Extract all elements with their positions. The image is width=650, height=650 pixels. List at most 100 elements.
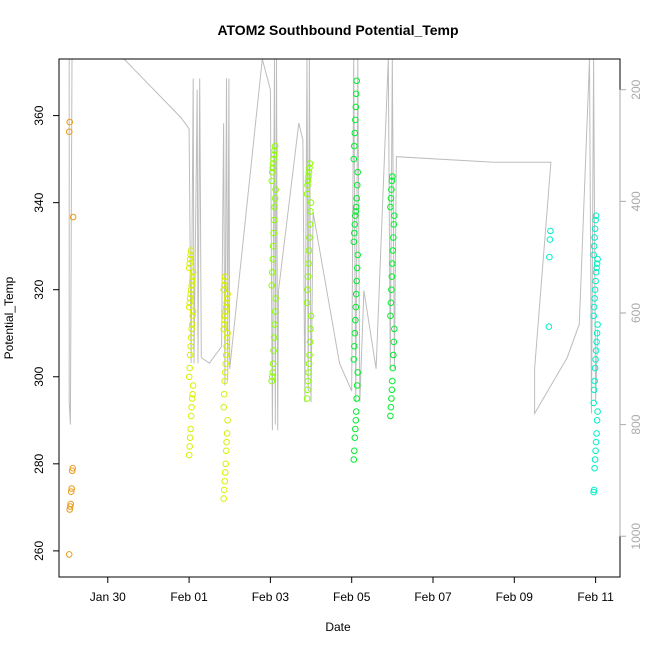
x-axis-label: Date bbox=[325, 620, 351, 634]
data-point bbox=[352, 90, 360, 98]
data-point bbox=[221, 377, 228, 385]
right-tick-label: 200 bbox=[629, 79, 643, 99]
data-point bbox=[391, 212, 398, 219]
data-point bbox=[353, 264, 361, 272]
data-point bbox=[389, 260, 396, 267]
data-point bbox=[189, 312, 196, 320]
data-point bbox=[591, 464, 598, 472]
x-tick-label: Feb 09 bbox=[496, 590, 534, 604]
data-point bbox=[304, 386, 311, 394]
data-point bbox=[186, 299, 193, 307]
data-point bbox=[223, 343, 230, 350]
right-depth-axis: 200 400 600 800 1000 bbox=[619, 79, 643, 550]
data-point bbox=[593, 430, 600, 437]
data-point bbox=[590, 242, 598, 250]
data-point bbox=[592, 269, 600, 276]
data-point bbox=[270, 216, 278, 224]
data-point bbox=[270, 347, 277, 354]
data-point bbox=[188, 277, 196, 285]
data-point bbox=[65, 128, 73, 135]
data-point bbox=[304, 377, 312, 385]
data-point bbox=[591, 234, 598, 241]
data-point bbox=[221, 316, 228, 324]
data-point bbox=[307, 199, 315, 206]
data-point bbox=[389, 377, 396, 385]
data-point bbox=[306, 164, 313, 172]
data-point bbox=[188, 403, 195, 411]
data-point bbox=[269, 164, 277, 172]
data-point bbox=[352, 103, 360, 111]
data-point bbox=[351, 142, 358, 150]
data-point bbox=[221, 273, 229, 280]
data-point bbox=[303, 190, 311, 198]
data-point bbox=[353, 77, 361, 85]
y-tick-label: 320 bbox=[32, 279, 46, 299]
data-point bbox=[189, 273, 196, 280]
data-point bbox=[187, 286, 195, 294]
data-point bbox=[185, 303, 193, 311]
x-tick-label: Feb 11 bbox=[577, 590, 614, 604]
data-point bbox=[223, 430, 231, 437]
data-point bbox=[220, 390, 228, 398]
data-point bbox=[187, 343, 194, 350]
data-point bbox=[66, 118, 73, 126]
data-point bbox=[591, 295, 598, 302]
data-point bbox=[351, 434, 359, 442]
data-point bbox=[387, 203, 394, 211]
data-point bbox=[391, 325, 398, 333]
data-point bbox=[223, 438, 230, 446]
data-point bbox=[187, 425, 194, 433]
data-point bbox=[590, 312, 598, 320]
data-point bbox=[221, 312, 229, 320]
data-point bbox=[592, 438, 600, 446]
data-point bbox=[351, 129, 359, 137]
x-tick-label: Feb 07 bbox=[414, 590, 452, 604]
data-point bbox=[268, 282, 276, 289]
data-point bbox=[221, 469, 229, 476]
data-point bbox=[390, 351, 397, 359]
data-point bbox=[592, 356, 599, 363]
data-point bbox=[186, 443, 193, 450]
x-tick-label: Feb 05 bbox=[333, 590, 371, 604]
data-point bbox=[187, 334, 195, 341]
data-point bbox=[352, 425, 359, 433]
data-point bbox=[593, 264, 600, 272]
data-point bbox=[188, 321, 196, 328]
data-point bbox=[387, 403, 395, 411]
data-point bbox=[223, 299, 230, 307]
plot-frame bbox=[58, 58, 621, 578]
x-tick-label: Feb 03 bbox=[252, 590, 290, 604]
x-tick-label: Jan 30 bbox=[90, 590, 126, 604]
y-tick-label: 260 bbox=[32, 541, 46, 561]
data-point bbox=[352, 208, 360, 215]
data-point bbox=[187, 251, 194, 259]
data-point bbox=[352, 408, 360, 415]
data-point bbox=[69, 464, 76, 472]
data-point bbox=[350, 456, 358, 463]
data-point bbox=[270, 229, 277, 237]
data-point bbox=[186, 255, 194, 263]
data-point bbox=[222, 460, 229, 468]
data-point bbox=[306, 234, 313, 241]
data-point bbox=[304, 177, 312, 185]
data-point bbox=[220, 321, 228, 328]
data-point bbox=[304, 286, 311, 294]
data-point bbox=[221, 277, 228, 285]
data-point bbox=[389, 364, 397, 372]
data-point bbox=[590, 486, 598, 494]
data-point bbox=[189, 269, 197, 276]
data-point bbox=[269, 242, 277, 250]
data-point bbox=[268, 377, 276, 385]
data-point bbox=[303, 299, 311, 307]
data-point bbox=[185, 264, 193, 272]
data-point bbox=[186, 260, 193, 267]
data-point bbox=[269, 369, 277, 376]
y-tick-label: 340 bbox=[32, 192, 46, 212]
data-point bbox=[547, 227, 554, 235]
data-point bbox=[188, 395, 196, 402]
data-point bbox=[186, 351, 194, 359]
data-point bbox=[271, 308, 279, 315]
data-point bbox=[305, 360, 313, 368]
data-point bbox=[305, 168, 313, 176]
